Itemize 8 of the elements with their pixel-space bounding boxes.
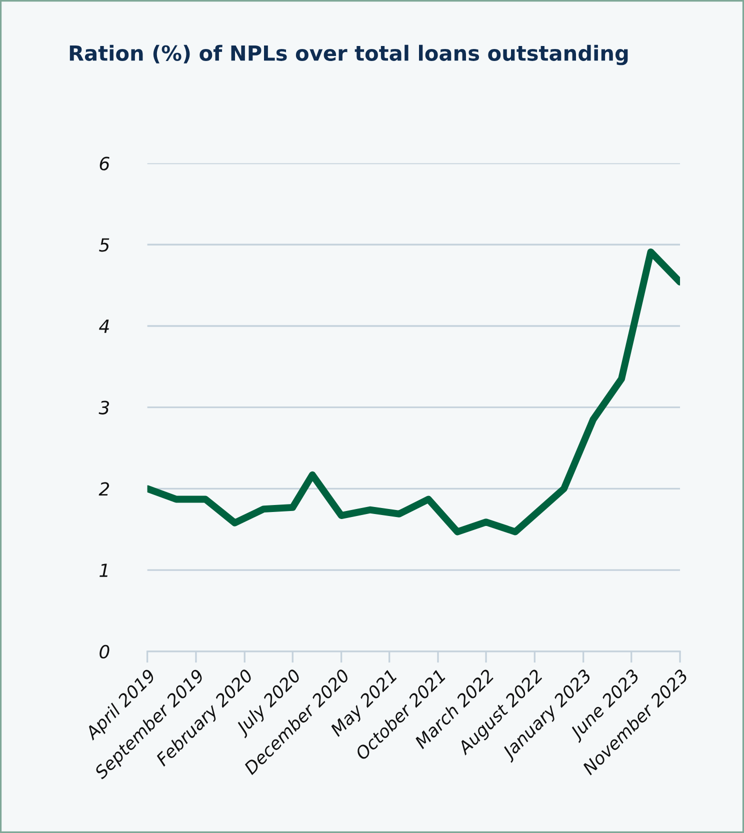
y-tick-label: 4	[99, 320, 109, 333]
y-tick-label: 2	[98, 482, 110, 496]
chart-title: Ration (%) of NPLs over total loans outstanding	[70, 44, 628, 66]
y-tick-label: 3	[98, 400, 110, 414]
y-tick-label: 1	[100, 564, 108, 577]
y-tick-label: 6	[100, 156, 110, 170]
y-tick-label: 5	[99, 238, 110, 252]
y-tick-label: 0	[100, 644, 110, 659]
